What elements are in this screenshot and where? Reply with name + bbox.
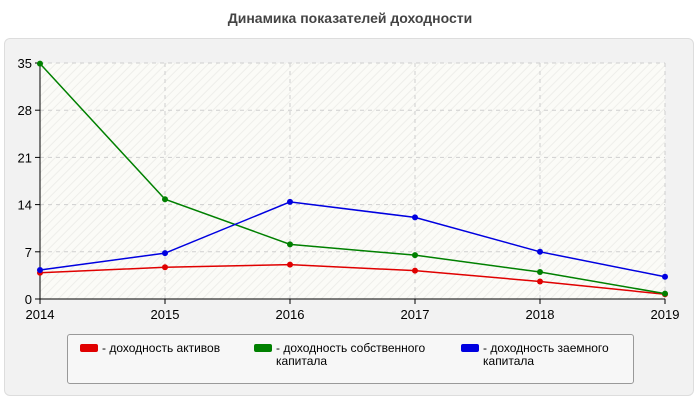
x-tick-label: 2015 [151,307,180,322]
x-tick-label: 2019 [651,307,680,322]
data-point [537,278,543,285]
legend-swatch [461,344,479,352]
data-point [287,198,293,205]
data-point [662,273,668,280]
data-point [537,248,543,255]
data-point [412,267,418,274]
data-point [412,252,418,259]
data-point [37,60,43,67]
legend-swatch [80,344,98,352]
plot-background [40,63,665,299]
data-point [537,269,543,276]
x-tick-label: 2014 [26,307,55,322]
data-point [412,214,418,221]
data-point [162,264,168,271]
legend-label: - доходность собственного капитала [276,341,426,368]
legend-label: - доходность активов [102,341,221,355]
data-point [37,267,43,274]
series-line [39,201,666,278]
plot-area: 0 7 14 21 28 35 2014 2015 2016 2017 2018 2019 [18,56,680,322]
y-tick-label: 14 [18,198,32,213]
data-point [662,290,668,297]
chart-title: Динамика показателей доходности [227,10,473,26]
x-tick-label: 2018 [526,307,555,322]
data-point [162,250,168,257]
y-tick-label: 28 [18,103,32,118]
x-tick-label: 2016 [276,307,305,322]
y-tick-label: 7 [25,245,32,260]
data-point [162,196,168,203]
legend: - доходность активов - доходность собств… [67,334,634,384]
data-point [287,241,293,248]
data-point [287,261,293,268]
series-line [39,63,666,295]
legend-swatch [254,344,272,352]
series-line [39,263,666,296]
legend-label: - доходность заемного капитала [483,341,609,368]
y-tick-label: 21 [18,150,32,165]
y-tick-label: 0 [25,292,32,307]
x-tick-label: 2017 [401,307,430,322]
y-tick-label: 35 [18,56,32,71]
